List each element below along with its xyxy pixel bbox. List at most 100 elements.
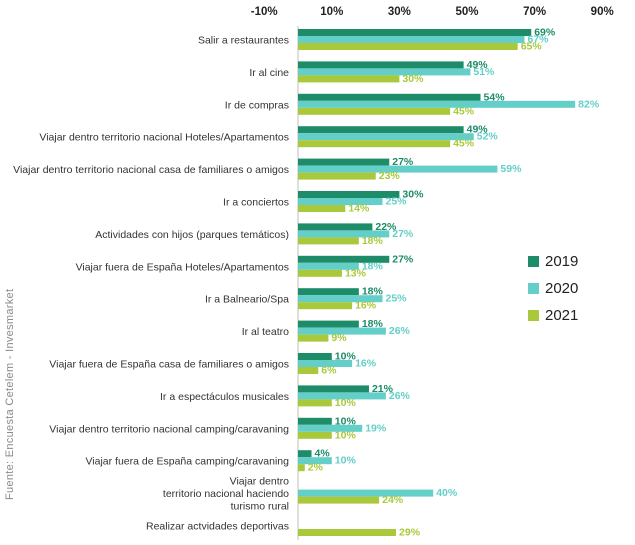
- category-label: Viajar fuera de España casa de familiare…: [49, 359, 289, 371]
- bar-2020: [298, 327, 386, 335]
- value-label-2020: 26%: [389, 325, 411, 337]
- value-label-2021: 13%: [345, 267, 367, 279]
- value-label-2019: 18%: [362, 318, 384, 330]
- bar-2021: [298, 302, 353, 310]
- bar-2019: [298, 93, 481, 101]
- value-label-2020: 25%: [386, 196, 408, 208]
- value-label-2021: 9%: [331, 332, 347, 344]
- bar-2020: [298, 457, 332, 465]
- value-label-2019: 10%: [335, 351, 357, 363]
- value-label-2020: 52%: [477, 131, 499, 143]
- value-label-2021: 45%: [453, 138, 475, 150]
- bar-2019: [298, 255, 390, 263]
- value-label-2019: 22%: [375, 221, 397, 233]
- category-label: Viajar dentro territorio nacional haciend…: [163, 476, 289, 513]
- value-label-2021: 65%: [521, 41, 543, 53]
- value-label-2020: 16%: [355, 358, 377, 370]
- value-label-2021: 14%: [348, 203, 370, 215]
- value-label-2021: 23%: [379, 170, 401, 182]
- bar-2020: [298, 36, 525, 43]
- legend-swatch-2019: [528, 256, 539, 267]
- bar-2020: [298, 68, 471, 76]
- value-label-2020: 40%: [436, 487, 458, 499]
- category-label: Ir a conciertos: [223, 197, 289, 209]
- bar-2020: [298, 165, 498, 173]
- bar-2019: [298, 126, 464, 134]
- value-label-2020: 59%: [500, 163, 522, 175]
- value-label-2021: 18%: [362, 235, 384, 247]
- x-tick-label: -10%: [251, 6, 278, 18]
- bar-2021: [298, 237, 359, 245]
- category-label: Viajar fuera de España Hoteles/Apartamen…: [76, 261, 289, 273]
- category-labels: Salir a restaurantes Ir al cine Ir de comp…: [13, 35, 289, 533]
- bar-2019: [298, 450, 312, 458]
- x-tick-label: 70%: [523, 6, 546, 18]
- source-note: Fuente: Encuesta Cetelem - Invesmarket: [4, 289, 16, 500]
- value-label-2021: 29%: [399, 527, 421, 539]
- bar-2020: [298, 489, 434, 497]
- category-label: Ir a espectáculos musicales: [160, 391, 289, 403]
- value-label-2019: 18%: [362, 286, 384, 298]
- category-label: Ir de compras: [225, 99, 289, 111]
- bar-2019: [298, 223, 373, 231]
- value-label-2019: 30%: [402, 189, 424, 201]
- bar-2019: [298, 29, 532, 36]
- value-label-2020: 18%: [362, 260, 384, 272]
- category-label: Viajar dentro territorio nacional casa d…: [13, 164, 289, 176]
- bar-2021: [298, 431, 332, 439]
- category-label: Actividades con hijos (parques temáticos…: [95, 229, 289, 241]
- legend-swatch-2020: [528, 283, 539, 294]
- value-label-2020: 10%: [335, 455, 357, 467]
- value-label-2019: 49%: [467, 124, 489, 136]
- category-label: Viajar fuera de España camping/caravanin…: [85, 456, 289, 468]
- x-tick-label: 50%: [455, 6, 478, 18]
- value-label-2019: 27%: [392, 156, 414, 168]
- x-tick-label: 10%: [320, 6, 343, 18]
- bar-2021: [298, 367, 319, 374]
- bar-2021: [298, 529, 397, 536]
- category-label: Ir a Balneario/Spa: [205, 294, 289, 306]
- bar-2019: [298, 61, 464, 69]
- value-label-2020: 51%: [473, 66, 495, 78]
- value-label-2020: 82%: [578, 98, 600, 110]
- bar-2021: [298, 464, 305, 472]
- x-axis-ticks: -10% 10% 30% 50% 70% 90%: [251, 6, 614, 18]
- category-label: Salir a restaurantes: [198, 35, 289, 47]
- bar-2021: [298, 496, 380, 504]
- value-label-2021: 24%: [382, 494, 404, 506]
- bar-2021: [298, 334, 329, 342]
- bar-2020: [298, 133, 474, 141]
- value-label-2021: 16%: [355, 300, 377, 312]
- bar-2019: [298, 385, 369, 393]
- bar-2020: [298, 295, 383, 303]
- value-label-2019: 10%: [335, 415, 357, 427]
- value-label-2019: 69%: [534, 27, 556, 39]
- bar-2020: [298, 100, 576, 108]
- value-label-2021: 2%: [308, 462, 324, 474]
- bar-2020: [298, 230, 390, 238]
- value-label-2021: 10%: [335, 397, 357, 409]
- bar-2020: [298, 262, 359, 270]
- bar-2021: [298, 205, 346, 212]
- bar-2020: [298, 424, 363, 432]
- legend: 2019 2020 2021: [528, 253, 578, 324]
- value-labels: 69%67%65%49%51%30%54%82%45%49%52%45%27%5…: [308, 27, 600, 539]
- value-label-2021: 6%: [321, 365, 337, 377]
- bars: [298, 29, 576, 536]
- value-label-2020: 19%: [365, 422, 387, 434]
- legend-label-2021: 2021: [545, 307, 578, 324]
- value-label-2019: 21%: [372, 383, 394, 395]
- category-label: Viajar dentro territorio nacional Hotele…: [39, 132, 289, 144]
- value-label-2020: 26%: [389, 390, 411, 402]
- bar-2020: [298, 392, 386, 400]
- bar-2021: [298, 75, 400, 83]
- bar-2021: [298, 140, 451, 148]
- legend-label-2019: 2019: [545, 253, 578, 270]
- value-label-2019: 54%: [484, 91, 506, 103]
- legend-swatch-2021: [528, 310, 539, 321]
- value-label-2019: 27%: [392, 253, 414, 265]
- bar-2019: [298, 417, 332, 425]
- bar-2019: [298, 288, 359, 296]
- bar-2019: [298, 320, 359, 328]
- bar-2019: [298, 158, 390, 166]
